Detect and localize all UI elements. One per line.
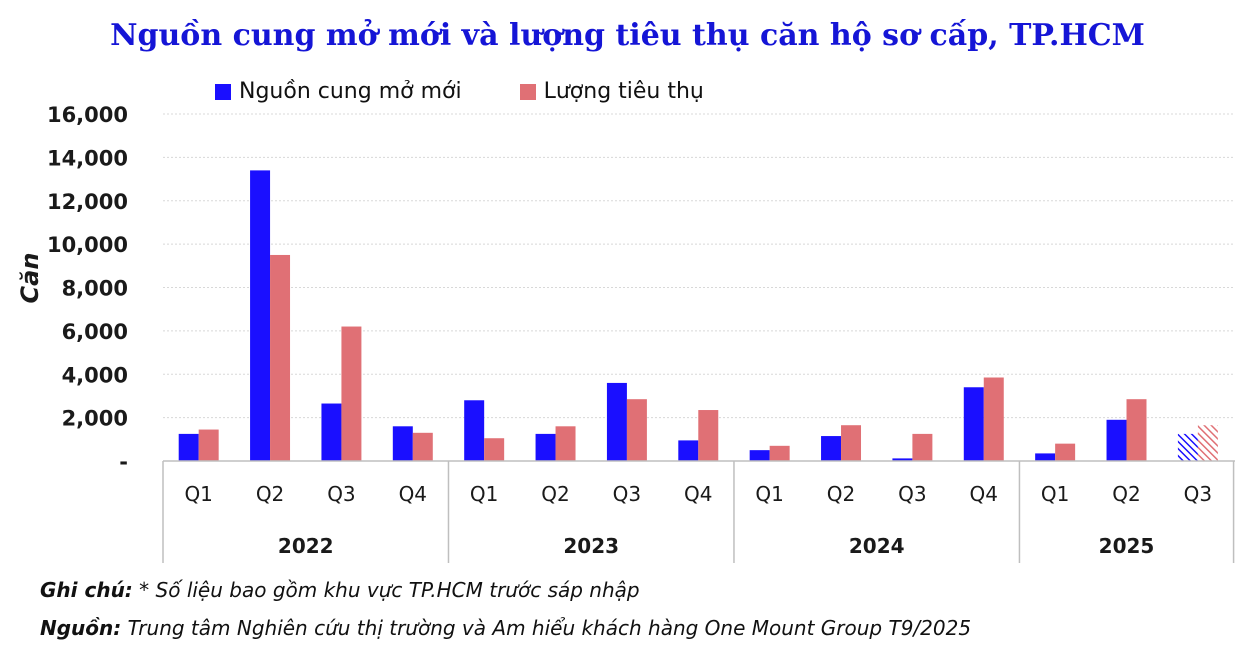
note-line: Ghi chú: * Số liệu bao gồm khu vực TP.HC… (40, 578, 640, 602)
source-line: Nguồn: Trung tâm Nghiên cứu thị trường v… (40, 616, 971, 640)
bar-absorption (841, 425, 862, 461)
bar-absorption (1197, 425, 1218, 461)
x-tick-label: Q3 (327, 482, 355, 506)
y-tick-label: 2,000 (62, 407, 128, 431)
x-tick-label: Q2 (1112, 482, 1140, 506)
legend-item-absorption: Lượng tiêu thụ (519, 79, 704, 104)
bar-supply (392, 426, 413, 461)
y-axis-label: Căn (16, 253, 44, 304)
y-tick-label: 4,000 (62, 363, 128, 387)
bar-supply (464, 400, 485, 461)
bar-absorption (341, 326, 362, 461)
bar-absorption (412, 432, 433, 461)
bar-absorption (555, 426, 576, 461)
bar-supply (1177, 433, 1198, 461)
x-tick-label: Q4 (399, 482, 427, 506)
bar-supply (535, 433, 556, 461)
bar-supply (178, 433, 199, 461)
legend: Nguồn cung mở mới Lượng tiêu thụ (215, 79, 762, 104)
legend-item-supply: Nguồn cung mở mới (215, 79, 462, 104)
x-tick-label: Q1 (1041, 482, 1069, 506)
x-tick-label: Q3 (898, 482, 926, 506)
bar-supply (678, 440, 699, 461)
chart-title: Nguồn cung mở mới và lượng tiêu thụ căn … (110, 18, 1145, 53)
legend-label-supply: Nguồn cung mở mới (239, 79, 462, 104)
x-tick-label: Q2 (256, 482, 284, 506)
bar-supply (821, 436, 842, 461)
x-tick-label: Q1 (755, 482, 783, 506)
x-tick-label: Q3 (613, 482, 641, 506)
bar-absorption (484, 438, 505, 461)
x-tick-label: Q1 (184, 482, 212, 506)
y-tick-label: 16,000 (47, 103, 128, 127)
x-tick-label: Q4 (970, 482, 998, 506)
bar-supply (749, 450, 770, 461)
year-label: 2024 (849, 534, 905, 558)
legend-label-absorption: Lượng tiêu thụ (543, 79, 704, 104)
bar-absorption (912, 433, 933, 461)
bar-supply (250, 170, 271, 461)
legend-swatch-absorption (519, 83, 536, 100)
bar-supply (321, 403, 342, 461)
bar-supply (606, 382, 627, 461)
x-tick-label: Q1 (470, 482, 498, 506)
x-tick-label: Q4 (684, 482, 712, 506)
y-tick-label: 6,000 (62, 320, 128, 344)
bar-supply (963, 387, 984, 461)
year-label: 2023 (563, 534, 619, 558)
x-tick-label: Q2 (827, 482, 855, 506)
bar-absorption (698, 410, 719, 461)
bar-absorption (270, 254, 291, 461)
bar-supply (892, 458, 913, 461)
note-label: Ghi chú: (40, 578, 133, 602)
bar-absorption (769, 445, 790, 461)
y-tick-label: 14,000 (47, 146, 128, 170)
y-tick-label: 12,000 (47, 190, 128, 214)
bar-absorption (198, 429, 219, 461)
year-label: 2022 (278, 534, 334, 558)
bar-absorption (1055, 443, 1076, 461)
bar-absorption (626, 399, 647, 461)
bar-absorption (983, 377, 1004, 461)
source-text: Trung tâm Nghiên cứu thị trường và Am hi… (121, 616, 972, 640)
bar-supply (1035, 453, 1056, 461)
x-tick-label: Q2 (541, 482, 569, 506)
source-label: Nguồn: (40, 616, 122, 640)
note-text: * Số liệu bao gồm khu vực TP.HCM trước s… (132, 578, 640, 602)
bar-absorption (1126, 399, 1147, 461)
y-tick-label: - (119, 450, 128, 474)
legend-swatch-supply (215, 83, 231, 100)
bar-supply (1106, 419, 1127, 461)
y-tick-label: 10,000 (47, 233, 128, 257)
y-tick-label: 8,000 (62, 277, 128, 301)
x-tick-label: Q3 (1184, 482, 1212, 506)
year-label: 2025 (1099, 534, 1155, 558)
